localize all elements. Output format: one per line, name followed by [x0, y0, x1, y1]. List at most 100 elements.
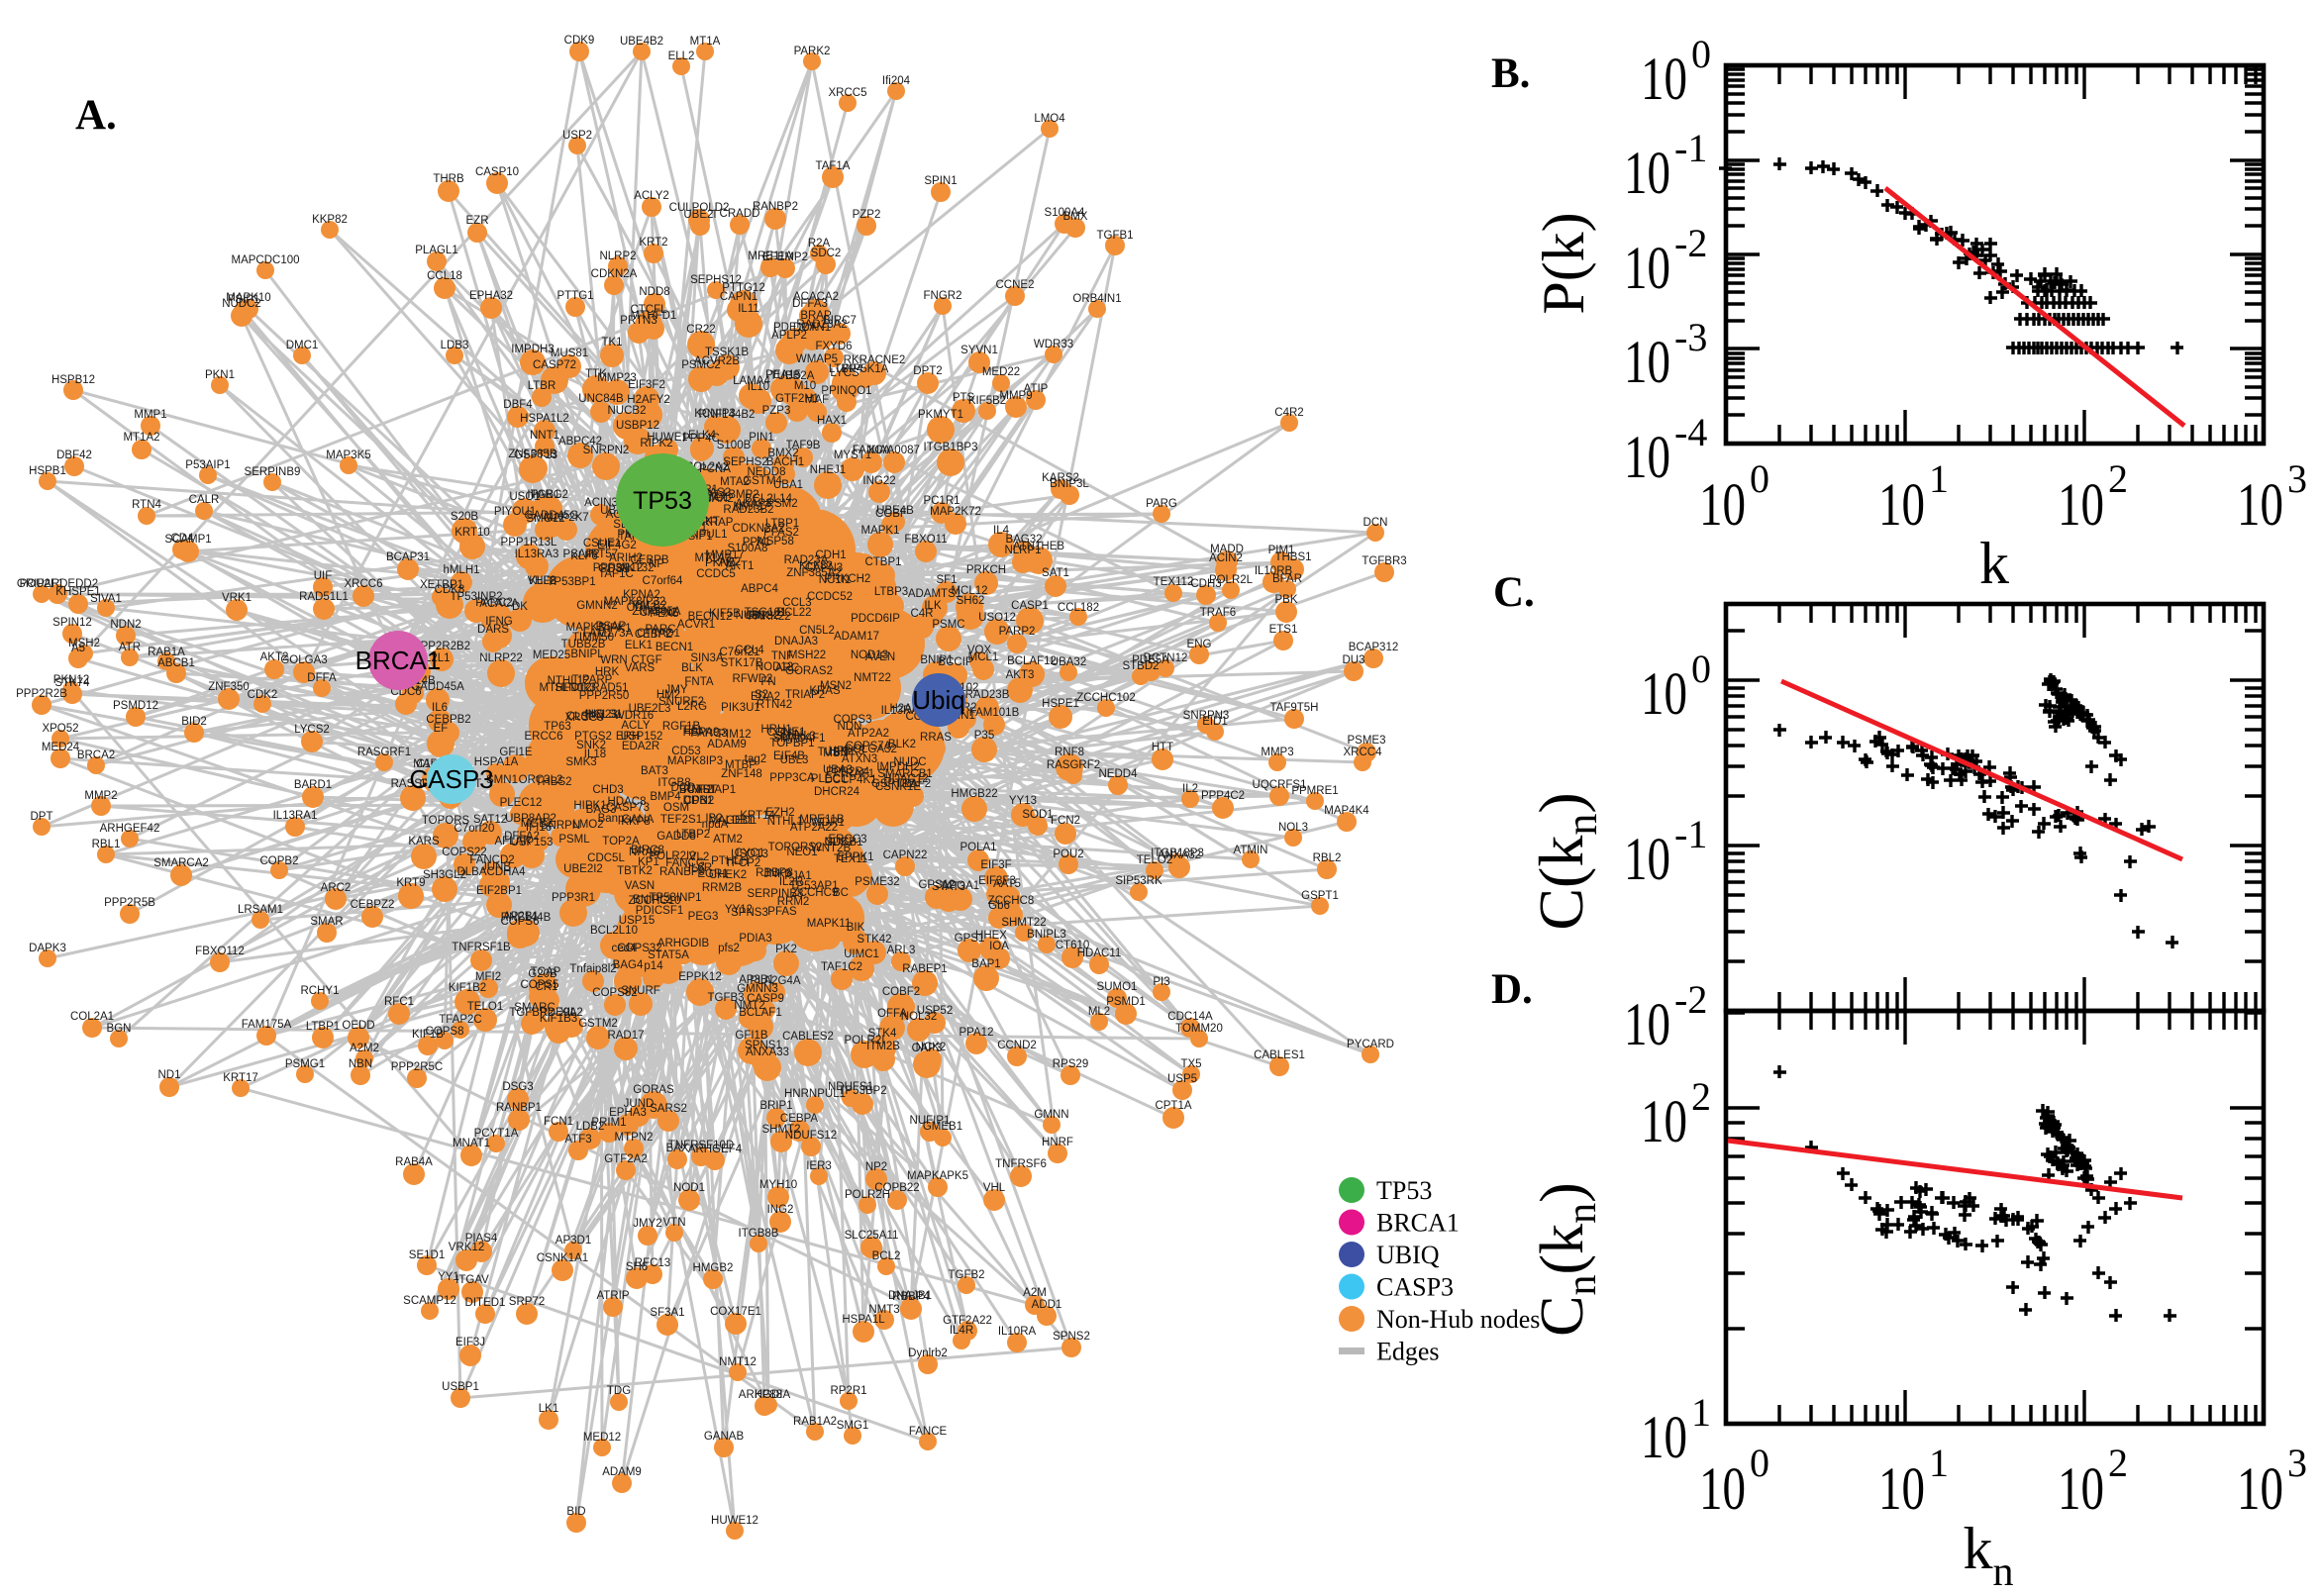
svg-text:ORB4IN1: ORB4IN1: [1072, 293, 1121, 305]
svg-text:IL13RA3: IL13RA3: [515, 549, 559, 560]
svg-text:PKN12: PKN12: [53, 674, 89, 686]
svg-text:PPP2R5C: PPP2R5C: [391, 1061, 443, 1073]
svg-text:SIN3A: SIN3A: [690, 652, 724, 664]
svg-text:Banp: Banp: [598, 813, 625, 825]
svg-text:MADD: MADD: [1210, 544, 1244, 555]
svg-text:COBF: COBF: [875, 508, 907, 520]
svg-text:ADAM9: ADAM9: [707, 739, 747, 750]
svg-text:MTHFD12: MTHFD12: [539, 682, 591, 694]
svg-text:MYH10: MYH10: [759, 1179, 797, 1191]
svg-text:BAP1: BAP1: [971, 958, 1000, 970]
svg-text:GPS12: GPS12: [918, 879, 955, 891]
svg-text:TOPORS2: TOPORS2: [768, 842, 823, 853]
svg-text:PLA2G4A: PLA2G4A: [750, 975, 800, 987]
svg-text:MMP9: MMP9: [999, 390, 1032, 402]
svg-text:POLR2L: POLR2L: [1209, 574, 1254, 586]
svg-text:DFFA3: DFFA3: [792, 298, 828, 310]
svg-text:HUWE1: HUWE1: [647, 432, 688, 444]
svg-text:FXYD6: FXYD6: [815, 341, 852, 352]
svg-text:TOMM20: TOMM20: [1175, 1023, 1223, 1035]
svg-text:SPNS1: SPNS1: [745, 1040, 782, 1051]
svg-text:3: 3: [2287, 456, 2307, 501]
svg-text:SMARCA2: SMARCA2: [153, 857, 209, 869]
svg-text:HP3K3: HP3K3: [829, 746, 864, 757]
svg-text:NP: NP: [649, 558, 664, 570]
svg-text:PSMD12: PSMD12: [113, 700, 158, 712]
svg-text:10: 10: [1878, 1456, 1925, 1523]
svg-text:CSUE1: CSUE1: [583, 538, 621, 549]
svg-text:COPS82: COPS82: [592, 987, 637, 999]
svg-text:USO13: USO13: [731, 848, 768, 860]
svg-text:CULPOLD2: CULPOLD2: [669, 202, 730, 214]
svg-text:SPNS3: SPNS3: [731, 907, 768, 919]
svg-text:USP152: USP152: [621, 731, 663, 743]
svg-text:ATR: ATR: [119, 642, 141, 653]
svg-text:NUCB2: NUCB2: [608, 405, 647, 417]
svg-text:EIF3J: EIF3J: [455, 1337, 485, 1348]
svg-text:ITM2B: ITM2B: [866, 1041, 900, 1052]
svg-text:ITGAV: ITGAV: [455, 1274, 489, 1286]
svg-text:SMARC: SMARC: [514, 1002, 556, 1014]
svg-text:PSME32: PSME32: [855, 876, 899, 888]
svg-text:BCL2L14: BCL2L14: [745, 493, 793, 505]
svg-text:ARHGDIA: ARHGDIA: [739, 1389, 791, 1401]
svg-text:CDKN2A: CDKN2A: [591, 268, 638, 280]
svg-text:1: 1: [1929, 456, 1949, 501]
svg-text:TTK: TTK: [585, 368, 607, 380]
svg-text:BAG4: BAG4: [613, 959, 644, 971]
svg-text:UBA3: UBA3: [823, 764, 853, 776]
svg-text:FCN2: FCN2: [1051, 815, 1080, 827]
svg-text:RFWD2: RFWD2: [733, 673, 773, 685]
svg-text:UQCRFS1: UQCRFS1: [1253, 779, 1307, 791]
svg-text:ND1: ND1: [157, 1069, 180, 1081]
svg-text:JMY: JMY: [665, 684, 688, 696]
svg-text:LAMA4: LAMA4: [733, 375, 770, 387]
svg-text:MED24: MED24: [42, 742, 80, 753]
svg-text:2: 2: [2108, 1441, 2128, 1485]
svg-text:ATMIN: ATMIN: [1234, 845, 1268, 856]
svg-text:RFC1: RFC1: [384, 996, 414, 1008]
svg-text:SPNS2: SPNS2: [1053, 1331, 1090, 1343]
svg-text:POLR2I: POLR2I: [845, 1035, 885, 1047]
svg-text:RBL2: RBL2: [1313, 852, 1342, 864]
svg-text:10: 10: [1624, 236, 1670, 302]
svg-text:CASP10: CASP10: [475, 166, 519, 178]
svg-text:SERPINB8: SERPINB8: [748, 888, 804, 900]
svg-text:PALB2: PALB2: [633, 600, 667, 612]
svg-text:HIPK1: HIPK1: [573, 800, 606, 812]
svg-text:STK74: STK74: [54, 677, 90, 689]
svg-text:SF1: SF1: [936, 574, 957, 586]
svg-text:YY13: YY13: [1009, 795, 1037, 807]
svg-text:ARL3: ARL3: [887, 945, 916, 956]
svg-text:AKT1: AKT1: [726, 560, 755, 572]
svg-text:RNF144B: RNF144B: [501, 912, 552, 924]
svg-text:Tnfaip8l2: Tnfaip8l2: [569, 963, 616, 975]
svg-text:VL2: VL2: [689, 851, 709, 863]
svg-text:P53AIP1: P53AIP1: [185, 459, 230, 471]
svg-text:MSN2: MSN2: [820, 680, 852, 692]
svg-text:CCL182: CCL182: [1058, 602, 1099, 614]
svg-text:IER3: IER3: [806, 1160, 832, 1172]
svg-text:KKP8: KKP8: [621, 816, 650, 828]
svg-text:CTTAD1: CTTAD1: [637, 628, 680, 640]
svg-text:ADAMTS1: ADAMTS1: [908, 588, 961, 600]
svg-text:UBIQ: UBIQ: [1376, 1241, 1440, 1269]
svg-text:ZCCHC8: ZCCHC8: [988, 895, 1035, 907]
svg-text:SIVA1: SIVA1: [90, 593, 122, 605]
svg-text:GMNN3: GMNN3: [737, 983, 778, 995]
svg-text:npdA: npdA: [702, 819, 729, 831]
svg-text:MSN: MSN: [823, 748, 849, 759]
svg-text:NDUFS1: NDUFS1: [828, 1081, 873, 1093]
svg-text:BRCA1: BRCA1: [355, 646, 442, 675]
svg-text:KRT9: KRT9: [396, 877, 425, 889]
svg-text:DMC1: DMC1: [286, 340, 319, 351]
svg-text:HHEX: HHEX: [975, 930, 1007, 942]
svg-text:CDK8: CDK8: [435, 584, 465, 596]
svg-text:VASN: VASN: [625, 880, 655, 892]
svg-text:CDK2: CDK2: [248, 689, 278, 701]
svg-text:STK4: STK4: [868, 1028, 897, 1040]
svg-text:RIPK2: RIPK2: [640, 438, 672, 449]
svg-text:VHL2: VHL2: [528, 575, 556, 587]
svg-text:LMO4: LMO4: [1034, 113, 1065, 125]
svg-text:CR22: CR22: [686, 324, 715, 336]
